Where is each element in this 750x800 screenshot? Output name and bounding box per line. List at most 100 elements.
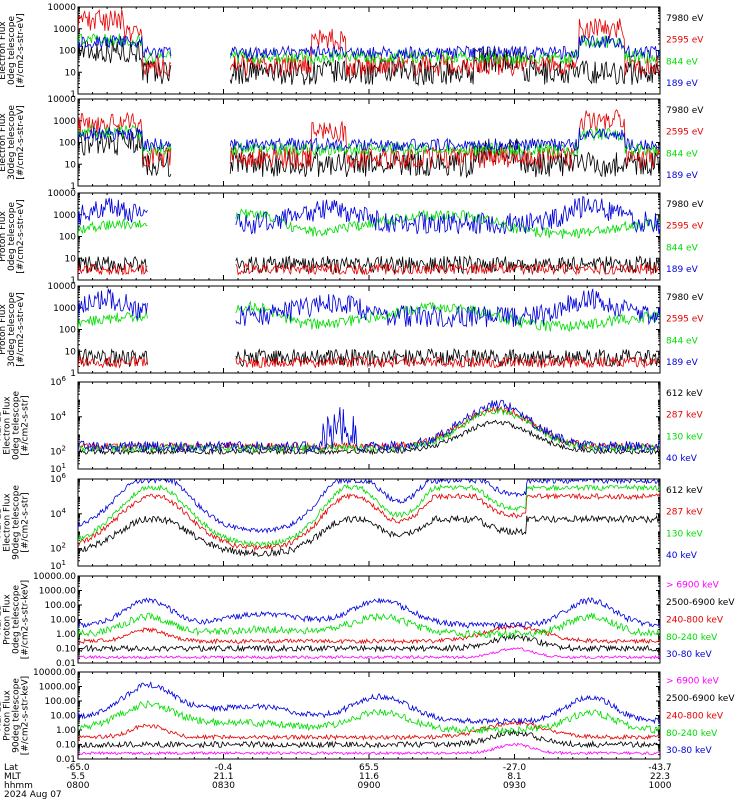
y-tick-label: 1 — [70, 369, 76, 379]
x-tick-hhmm: 0830 — [212, 781, 235, 791]
y-tick-label: 1000 — [53, 117, 76, 127]
series-30-80-kev — [78, 680, 660, 725]
legend-entry: 189 eV — [666, 171, 699, 181]
x-tick-hhmm: 0930 — [503, 781, 526, 791]
y-tick-label: 1000 — [53, 25, 76, 35]
y-tick-label: 10000.00 — [33, 572, 76, 582]
legend-entry: 130 keV — [666, 432, 703, 442]
x-tick-mlt: 8.1 — [507, 772, 521, 782]
series-2500-6900-kev — [78, 728, 660, 749]
legend-entry: 40 keV — [666, 454, 698, 464]
legend-entry: 2500-6900 keV — [666, 694, 735, 704]
y-tick-label: 10 — [65, 347, 77, 357]
x-tick-lat: -65.0 — [66, 763, 90, 773]
series-240-800-kev — [78, 624, 660, 645]
panel-4: 1 10 100 1000 10000 Proton Flux30deg telescop… — [0, 282, 704, 379]
legend-entry: 7980 eV — [666, 106, 704, 116]
panel-2: 1 10 100 1000 10000 Electron Flux30deg telesc… — [0, 95, 704, 192]
x-tick-hhmm: 0900 — [358, 781, 381, 791]
y-axis-label: Electron Flux0deg telescope[#/cm2-s-str-… — [0, 13, 26, 88]
legend-entry: 40 keV — [666, 551, 698, 561]
y-tick-label: 10000 — [47, 3, 76, 13]
y-tick-label: 10000 — [47, 95, 76, 105]
y-tick-label: 100 — [59, 326, 76, 336]
series-traces — [78, 195, 660, 276]
y-tick-label: 0.10 — [56, 741, 76, 751]
y-tick-label: 1 — [70, 182, 76, 192]
y-tick-label: 1.00 — [56, 726, 76, 736]
legend-entry: > 6900 keV — [666, 581, 720, 591]
series-189-ev — [78, 127, 660, 153]
y-tick-label: 100 — [59, 47, 76, 57]
y-tick-label: 0.01 — [56, 659, 76, 669]
x-tick-lat: -0.4 — [215, 763, 233, 773]
x-row-label-hhmm: hhmm — [4, 781, 33, 791]
series--6900-kev — [78, 742, 660, 756]
legend-entry: 612 keV — [666, 389, 703, 399]
series-189-ev — [78, 195, 660, 235]
x-tick-mlt: 22.3 — [650, 772, 670, 782]
series-2595-ev — [78, 9, 660, 77]
series-130-kev — [78, 484, 660, 548]
y-axis-label: MEPEDElectron Flux90deg telescope[#/cm2-… — [0, 485, 31, 560]
y-axis-label: MEPEDProton Flux90deg telescope[#/cm2-s-… — [0, 676, 31, 755]
y-tick-label: 10.00 — [50, 616, 76, 626]
series--6900-kev — [78, 647, 660, 660]
plot-frame — [77, 285, 661, 374]
legend-entry: 287 keV — [666, 411, 703, 421]
legend-entry: 2595 eV — [666, 128, 704, 138]
y-tick-label: 10 — [65, 68, 77, 78]
legend-entry: 612 keV — [666, 486, 703, 496]
y-axis-label: MEPEDElectron Flux0deg telescope[#/cm2-s… — [0, 391, 31, 461]
y-tick-label: 100.00 — [45, 697, 77, 707]
y-axis-label: Proton Flux0deg telescope[#/cm2-s-str-eV… — [0, 199, 26, 274]
series-traces — [78, 288, 660, 369]
series-traces — [78, 680, 660, 756]
y-tick-label: 1 — [70, 276, 76, 286]
legend-entry: 7980 eV — [666, 200, 704, 210]
legend-entry: 189 eV — [666, 265, 699, 275]
y-tick-label: 10000.00 — [33, 668, 76, 678]
y-tick-label: 0.10 — [56, 645, 76, 655]
plot-frame — [77, 671, 661, 760]
legend-entry: 7980 eV — [666, 14, 704, 24]
y-tick-label: 10 — [65, 254, 77, 264]
legend-entry: 2595 eV — [666, 222, 704, 232]
legend-entry: 240-800 keV — [666, 615, 724, 625]
y-tick-label: 101 — [50, 559, 66, 572]
y-tick-label: 1000.00 — [39, 587, 76, 597]
x-tick-mlt: 11.6 — [359, 772, 379, 782]
y-tick-label: 10000 — [47, 282, 76, 292]
series-612-kev — [78, 514, 660, 557]
panel-7: 0.01 0.10 1.00 10.00 100.00 1000.00 10000.00ME… — [0, 572, 735, 669]
x-tick-mlt: 21.1 — [213, 772, 233, 782]
x-tick-hhmm: 1000 — [649, 781, 672, 791]
series-189-ev — [78, 34, 660, 61]
legend-entry: 287 keV — [666, 508, 703, 518]
series-traces — [78, 479, 660, 557]
legend-entry: 30-80 keV — [666, 746, 712, 756]
series-7980-ev — [78, 128, 660, 179]
legend-entry: > 6900 keV — [666, 677, 720, 687]
plot-frame — [77, 478, 661, 567]
panel-1: 1 10 100 1000 10000 Electron Flux0deg telesco… — [0, 3, 704, 100]
y-tick-label: 1000 — [53, 304, 76, 314]
y-tick-label: 1000.00 — [39, 683, 76, 693]
series-80-240-kev — [78, 612, 660, 639]
series-2595-ev — [78, 109, 660, 170]
series-287-kev — [78, 492, 660, 552]
series-2500-6900-kev — [78, 634, 660, 653]
legend-entry: 80-240 keV — [666, 729, 718, 739]
series-240-800-kev — [78, 720, 660, 741]
series-traces — [78, 596, 660, 660]
x-row-label-mlt: MLT — [4, 772, 22, 782]
x-tick-hhmm: 0800 — [67, 781, 90, 791]
y-axis-label: Proton Flux30deg telescope[#/cm2-s-str-e… — [0, 292, 26, 367]
series-844-ev — [78, 300, 660, 333]
series-traces — [78, 399, 660, 456]
legend-entry: 2500-6900 keV — [666, 598, 735, 608]
series-2595-ev — [78, 262, 660, 276]
legend-entry: 189 eV — [666, 79, 699, 89]
